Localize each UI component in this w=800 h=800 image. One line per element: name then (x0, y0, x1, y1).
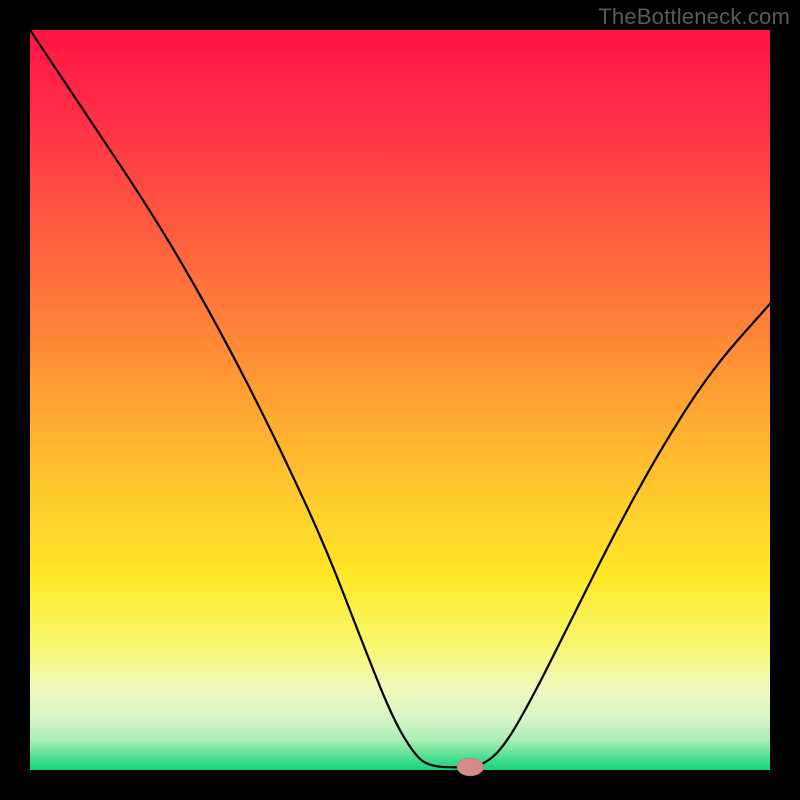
watermark-text: TheBottleneck.com (598, 4, 790, 30)
chart-container: TheBottleneck.com (0, 0, 800, 800)
plot-background (30, 30, 770, 770)
bottleneck-chart (0, 0, 800, 800)
optimal-marker (457, 758, 484, 776)
